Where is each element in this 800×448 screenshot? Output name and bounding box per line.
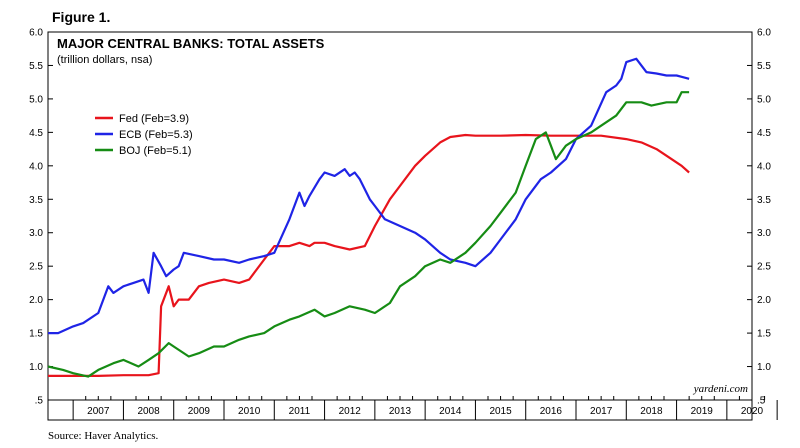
y-tick-label-right: .5 xyxy=(757,396,766,407)
legend: Fed (Feb=3.9) ECB (Feb=5.3) BOJ (Feb=5.1) xyxy=(95,113,193,157)
y-tick-label-right: 5.5 xyxy=(757,61,771,72)
y-tick-label-left: 6.0 xyxy=(29,28,43,39)
y-tick-label-left: .5 xyxy=(35,396,44,407)
legend-label: Fed (Feb=3.9) xyxy=(119,113,189,125)
x-tick-label: 2013 xyxy=(389,406,412,417)
y-tick-label-right: 3.5 xyxy=(757,195,771,206)
y-tick-label-left: 2.5 xyxy=(29,262,43,273)
y-axis-right-labels: .5 1.0 1.5 2.0 2.5 3.0 3.5 4.0 4.5 5.0 5.5 6.0 xyxy=(757,28,771,407)
axis-ticks xyxy=(48,31,778,420)
y-tick-label-right: 6.0 xyxy=(757,28,771,39)
y-tick-label-left: 1.5 xyxy=(29,329,43,340)
y-tick-label-left: 5.0 xyxy=(29,94,43,105)
y-tick-label-right: 3.0 xyxy=(757,228,771,239)
y-tick-label-right: 2.0 xyxy=(757,295,771,306)
y-tick-label-right: 5.0 xyxy=(757,94,771,105)
plot-border xyxy=(47,31,753,421)
x-tick-label: 2008 xyxy=(137,406,160,417)
figure-label: Figure 1. xyxy=(52,9,111,25)
y-tick-label-right: 2.5 xyxy=(757,262,771,273)
y-tick-label-left: 4.5 xyxy=(29,128,43,139)
chart-subtitle: (trillion dollars, nsa) xyxy=(57,54,152,66)
y-tick-label-right: 1.0 xyxy=(757,362,771,373)
x-tick-label: 2017 xyxy=(590,406,613,417)
x-tick-label: 2014 xyxy=(439,406,462,417)
x-axis-labels: 2007 2008 2009 2010 2011 2012 2013 2014 2015 2016… xyxy=(87,406,763,417)
chart-title: MAJOR CENTRAL BANKS: TOTAL ASSETS xyxy=(57,36,325,51)
series-line-boj xyxy=(47,91,690,378)
x-tick-label: 2009 xyxy=(188,406,211,417)
y-tick-label-left: 5.5 xyxy=(29,61,43,72)
source-note: Source: Haver Analytics. xyxy=(48,430,159,442)
x-tick-label: 2010 xyxy=(238,406,261,417)
series-line-fed xyxy=(48,133,690,377)
y-tick-label-left: 3.5 xyxy=(29,195,43,206)
x-tick-label: 2020 xyxy=(741,406,764,417)
y-tick-label-left: 4.0 xyxy=(29,161,43,172)
legend-label: BOJ (Feb=5.1) xyxy=(119,145,191,157)
watermark: yardeni.com xyxy=(693,383,748,395)
x-tick-label: 2012 xyxy=(339,406,362,417)
y-tick-label-left: 3.0 xyxy=(29,228,43,239)
legend-label: ECB (Feb=5.3) xyxy=(119,129,193,141)
y-axis-left-labels: .5 1.0 1.5 2.0 2.5 3.0 3.5 4.0 4.5 5.0 5.5 6.0 xyxy=(29,28,43,407)
y-tick-label-right: 4.0 xyxy=(757,161,771,172)
x-tick-label: 2016 xyxy=(540,406,563,417)
x-tick-label: 2018 xyxy=(640,406,663,417)
series-lines xyxy=(47,57,690,378)
series-line-ecb xyxy=(48,57,690,335)
x-tick-label: 2015 xyxy=(489,406,512,417)
x-tick-label: 2019 xyxy=(691,406,714,417)
y-tick-label-left: 2.0 xyxy=(29,295,43,306)
x-tick-label: 2007 xyxy=(87,406,110,417)
y-tick-label-left: 1.0 xyxy=(29,362,43,373)
y-tick-label-right: 4.5 xyxy=(757,128,771,139)
x-tick-label: 2011 xyxy=(289,406,311,417)
y-tick-label-right: 1.5 xyxy=(757,329,771,340)
